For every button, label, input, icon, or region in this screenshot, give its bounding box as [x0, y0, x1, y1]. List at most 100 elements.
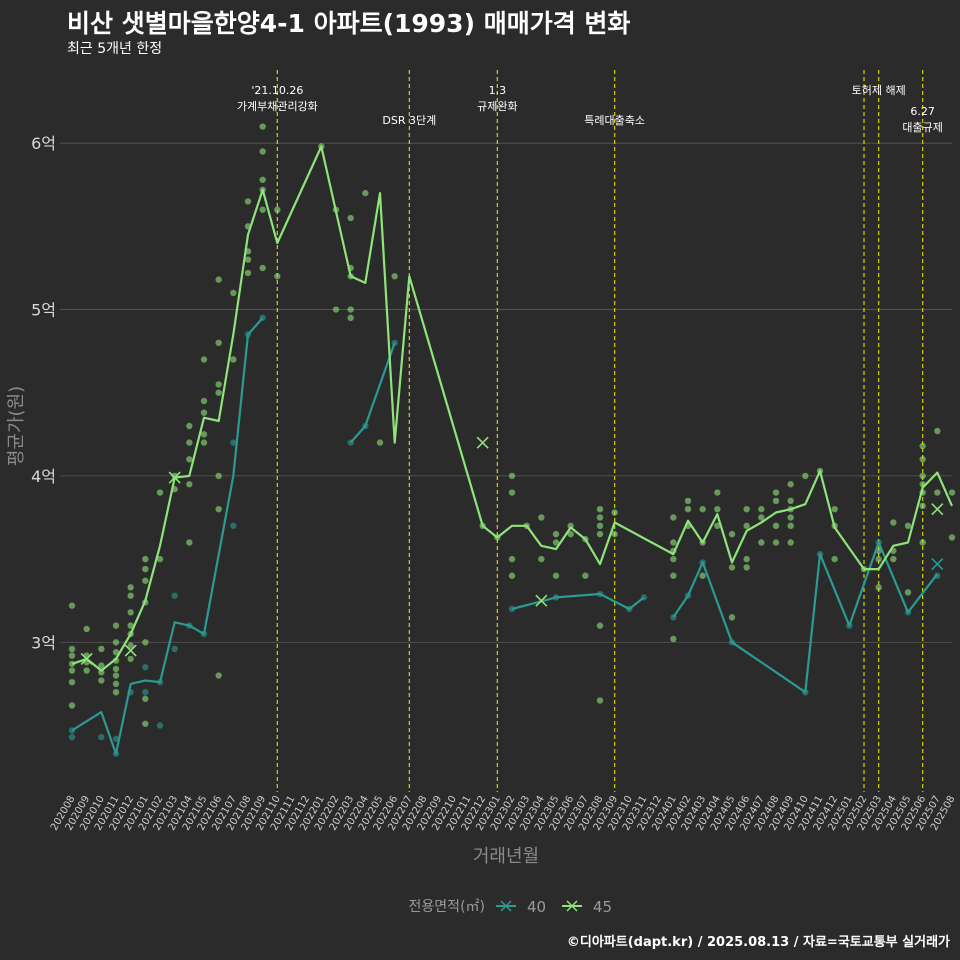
data-point-45 [831, 505, 838, 513]
data-point-45 [200, 439, 208, 446]
data-point-45 [186, 539, 193, 546]
data-point-45 [772, 489, 780, 496]
x-marker-45 [124, 644, 137, 657]
data-point-45 [919, 472, 926, 480]
data-point-40 [171, 645, 178, 653]
data-point-45 [112, 672, 120, 679]
data-point-45 [142, 695, 149, 703]
data-point-45 [831, 555, 838, 563]
data-point-45 [68, 679, 76, 686]
data-point-45 [83, 667, 90, 674]
data-point-45 [68, 652, 76, 659]
x-marker-45 [931, 503, 944, 516]
data-point-45 [186, 439, 193, 446]
data-point-45 [772, 497, 780, 505]
legend-label: 45 [593, 898, 612, 916]
data-point-45 [142, 720, 149, 727]
data-point-45 [112, 680, 120, 688]
data-point-45 [186, 456, 193, 463]
data-point-45 [919, 502, 926, 510]
data-point-45 [552, 539, 560, 546]
data-point-45 [215, 339, 222, 347]
data-point-45 [582, 572, 589, 579]
data-point-45 [714, 489, 721, 496]
data-point-45 [127, 592, 134, 599]
data-point-45 [934, 427, 941, 435]
data-point-45 [772, 522, 780, 530]
data-point-45 [684, 505, 692, 513]
data-point-40 [171, 592, 178, 599]
data-point-45 [186, 481, 193, 488]
data-point-45 [244, 198, 252, 205]
data-point-45 [112, 688, 120, 696]
data-point-45 [259, 148, 266, 155]
data-point-45 [699, 505, 706, 513]
data-point-45 [142, 555, 149, 563]
data-point-45 [919, 456, 926, 463]
data-point-45 [274, 273, 281, 280]
data-point-45 [670, 514, 677, 521]
data-point-45 [714, 522, 721, 530]
data-point-40 [230, 439, 237, 446]
data-point-45 [156, 555, 164, 563]
series-line-40 [71, 317, 264, 755]
data-point-45 [244, 269, 252, 277]
data-point-45 [934, 489, 941, 496]
event-label: 규제완화 [477, 100, 517, 113]
data-point-45 [596, 514, 604, 521]
data-point-45 [948, 489, 956, 496]
data-point-45 [787, 497, 794, 505]
data-point-45 [200, 356, 208, 363]
data-point-45 [215, 672, 222, 679]
event-label: 토허제 해제 [852, 83, 906, 97]
data-point-45 [787, 539, 794, 546]
data-point-45 [259, 264, 266, 272]
data-point-40 [112, 735, 120, 742]
data-point-45 [112, 639, 120, 646]
data-point-45 [596, 530, 604, 538]
data-point-45 [98, 662, 105, 669]
data-point-45 [875, 555, 882, 563]
data-point-45 [508, 489, 516, 496]
data-point-45 [215, 276, 222, 283]
source-caption: ©디아파트(dapt.kr) / 2025.08.13 / 자료=국토교통부 실… [566, 935, 950, 950]
legend-key-marker-40 [500, 900, 512, 912]
chart-title: 비산 샛별마을한양4-1 아파트(1993) 매매가격 변화 [67, 9, 631, 38]
data-point-45 [890, 555, 897, 563]
data-point-40 [68, 733, 76, 741]
series-line-45 [71, 145, 954, 672]
x-marker-40 [931, 558, 944, 571]
data-point-40 [230, 522, 237, 530]
data-point-45 [919, 539, 926, 546]
data-point-45 [890, 519, 897, 526]
data-point-45 [200, 409, 208, 416]
data-point-45 [508, 472, 516, 480]
data-point-45 [904, 522, 912, 530]
data-point-45 [142, 565, 149, 573]
x-marker-45 [168, 471, 181, 484]
data-point-45 [611, 509, 618, 516]
chart-subtitle: 최근 5개년 한정 [67, 41, 163, 57]
data-point-45 [347, 306, 354, 313]
data-point-45 [875, 584, 882, 591]
data-point-40 [98, 733, 105, 741]
data-point-45 [68, 702, 76, 709]
x-marker-45 [535, 594, 548, 607]
data-point-45 [127, 622, 134, 629]
data-point-45 [347, 214, 354, 222]
data-point-45 [259, 123, 266, 130]
event-label: 1.3 [489, 84, 507, 97]
data-point-45 [186, 422, 193, 430]
data-point-45 [215, 381, 222, 388]
data-point-45 [68, 667, 76, 674]
data-point-45 [142, 577, 149, 584]
data-point-45 [948, 534, 956, 541]
data-point-45 [244, 256, 252, 263]
data-point-45 [670, 572, 677, 579]
y-tick-label: 5억 [31, 301, 56, 320]
data-point-45 [98, 677, 105, 684]
data-point-45 [200, 431, 208, 438]
event-label: DSR 3단계 [382, 114, 436, 127]
data-point-45 [552, 572, 560, 579]
